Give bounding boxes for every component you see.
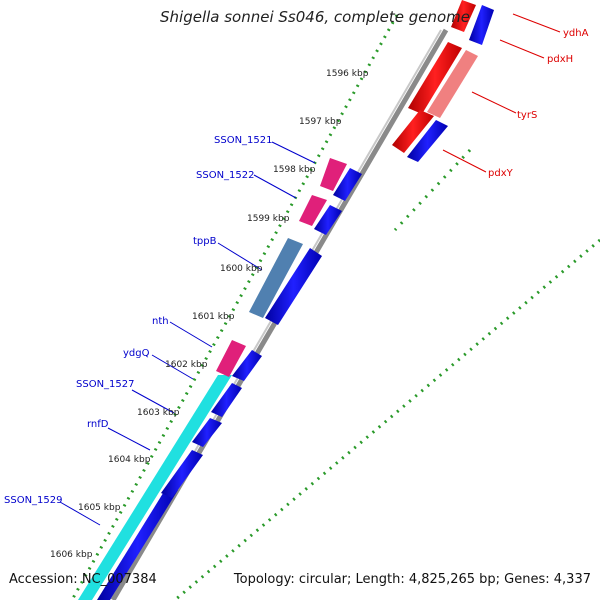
leader-sson1522 [253,174,297,199]
gene-label-pdxH[interactable]: pdxH [547,54,573,65]
gene-label-tyrS[interactable]: tyrS [517,110,537,121]
leader-sson1521 [271,141,316,164]
scale-line-right-2 [393,148,472,232]
gene-tppB-arrow[interactable] [265,248,322,325]
leader-rnfD [107,427,151,451]
gene-sson1527-arrow[interactable] [211,383,242,417]
tick-label: 1604 kbp [108,455,151,465]
gene-label-ydhA[interactable]: ydhA [563,28,589,39]
accession-text: Accession: NC_007384 [9,572,157,587]
scale-line-left [70,14,399,600]
gene-tyrS-box[interactable] [427,50,478,118]
gene-label-tppB[interactable]: tppB [193,236,217,247]
gene-ydhA-arrow[interactable] [469,5,494,45]
gene-label-sson1522[interactable]: SSON_1522 [196,170,255,181]
gene-label-rnfD[interactable]: rnfD [87,419,109,430]
gene-label-nth[interactable]: nth [152,316,169,327]
tick-label: 1597 kbp [299,117,342,127]
gene-pdxY-box[interactable] [392,110,434,153]
gene-sson1521-highlight[interactable] [320,158,347,191]
tick-label: 1602 kbp [165,360,208,370]
tick-label: 1596 kbp [326,69,369,79]
gene-label-sson1527[interactable]: SSON_1527 [76,379,135,390]
leader-ydhA [512,13,561,33]
tick-label: 1600 kbp [220,264,263,274]
gene-ydhA-box[interactable] [451,0,476,32]
gene-label-pdxY[interactable]: pdxY [488,168,514,179]
gene-rnfD-arrow[interactable] [192,418,222,447]
leader-sson1527 [131,389,175,414]
tick-label: 1603 kbp [137,408,180,418]
scale-line-right [174,238,600,600]
leader-pdxH [499,39,545,59]
gene-label-sson1529[interactable]: SSON_1529 [4,495,63,506]
gene-sson1522-arrow[interactable] [314,205,342,235]
genome-title: Shigella sonnei Ss046, complete genome [160,8,471,26]
tick-label: 1606 kbp [50,550,93,560]
leader-sson1529 [59,501,101,526]
leader-tppB [217,242,263,271]
gene-sson1522-highlight[interactable] [299,195,327,226]
tick-label: 1605 kbp [78,503,121,513]
gene-ydgQ-arrow[interactable] [232,350,262,381]
gene-pdxH-box[interactable] [408,42,462,114]
gene-nth-highlight[interactable] [216,340,246,377]
gene-tppB-box[interactable] [249,238,303,318]
leader-tyrS [471,91,517,114]
feature-blue-long [97,490,178,600]
gene-sson1529-arrow[interactable] [161,450,203,498]
gene-sson1521-arrow[interactable] [333,168,362,201]
gene-pdxY-arrow[interactable] [407,120,448,162]
leader-nth [169,321,213,348]
feature-cyan [78,375,232,600]
tick-label: 1601 kbp [192,312,235,322]
leader-ydgQ [151,354,194,380]
tick-label: 1599 kbp [247,214,290,224]
tick-label: 1598 kbp [273,165,316,175]
topology-text: Topology: circular; Length: 4,825,265 bp… [233,572,591,587]
leader-pdxY [442,149,487,173]
gene-label-sson1521[interactable]: SSON_1521 [214,135,273,146]
gene-label-ydgQ[interactable]: ydgQ [123,348,150,359]
